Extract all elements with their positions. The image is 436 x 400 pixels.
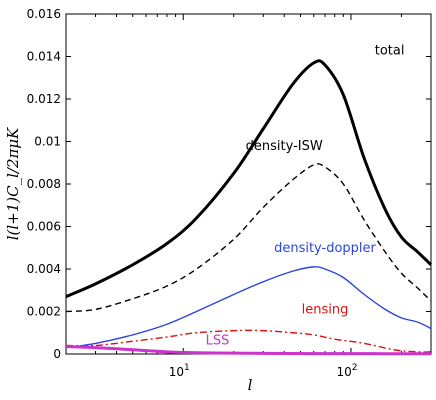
series-line-density-isw	[65, 163, 432, 313]
x-axis-ticks: 101 102	[65, 14, 432, 379]
series-line-lss	[65, 345, 432, 356]
series-line-lensing	[65, 329, 432, 353]
annotation-layer: total density-ISW density-doppler lensing LS…	[206, 43, 405, 348]
series-annotation-density-doppler: density-doppler	[274, 241, 376, 256]
y-tick-label: 0.01	[34, 135, 61, 149]
series-annotation-total: total	[375, 43, 405, 58]
y-tick-label: 0.008	[27, 177, 61, 191]
series-annotation-density-isw: density-ISW	[246, 139, 323, 154]
series-annotation-lensing: lensing	[302, 303, 349, 318]
series-layer	[65, 59, 433, 356]
y-tick-label: 0.014	[27, 50, 61, 64]
y-tick-label: 0.006	[27, 220, 61, 234]
y-axis-ticks: 0 0.002 0.004 0.006 0.008 0.01 0.012 0.014 0.016	[27, 7, 431, 361]
y-axis-title: l(l+1)C_l/2πμK	[4, 127, 22, 240]
y-tick-label: 0.012	[27, 92, 61, 106]
y-tick-label: 0.016	[27, 7, 61, 21]
y-tick-label: 0.002	[27, 305, 61, 319]
y-tick-label: 0.004	[27, 262, 61, 276]
x-tick-label: 102	[336, 363, 357, 379]
series-annotation-lss: LSS	[206, 333, 230, 348]
series-line-density-doppler	[65, 266, 432, 349]
x-axis-title: l	[248, 376, 253, 394]
series-line-total	[65, 59, 433, 299]
y-tick-label: 0	[53, 347, 61, 361]
x-tick-label: 101	[169, 363, 190, 379]
